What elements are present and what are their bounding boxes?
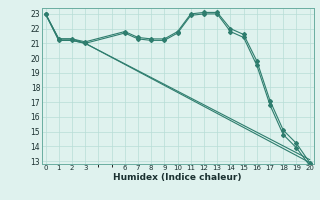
X-axis label: Humidex (Indice chaleur): Humidex (Indice chaleur) xyxy=(113,173,242,182)
